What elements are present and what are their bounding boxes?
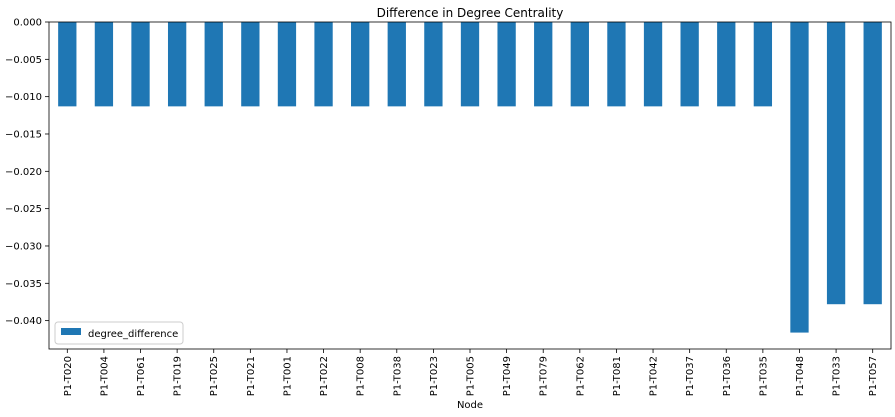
bar [204,22,223,107]
y-tick-label: −0.005 [5,55,42,66]
x-tick-label: P1-T005 [466,356,477,396]
bar [131,22,150,107]
bar [58,22,77,107]
bar [424,22,443,107]
bar [680,22,699,107]
x-tick-label: P1-T020 [63,356,74,396]
x-tick-label: P1-T035 [758,356,769,396]
bar [607,22,626,107]
y-tick-label: −0.040 [5,316,42,327]
bar [534,22,553,107]
legend: degree_difference [54,321,184,345]
bar [497,22,516,107]
bar [351,22,370,107]
x-tick-label: P1-T036 [722,356,733,396]
y-tick-label: 0.000 [13,18,42,29]
y-axis: 0.000 −0.005 −0.010 −0.015 −0.020 −0.025 −0.03… [5,18,49,327]
bar [717,22,736,107]
bar [643,22,663,107]
x-tick-label: P1-T019 [173,356,184,396]
x-tick-label: P1-T042 [649,356,660,396]
y-tick-label: −0.025 [5,204,42,215]
chart-title: Difference in Degree Centrality [377,6,564,20]
y-tick-label: −0.030 [5,241,42,252]
y-tick-label: −0.010 [5,92,42,103]
x-tick-label: P1-T001 [282,356,293,396]
bar [314,22,333,107]
x-tick-label: P1-T048 [795,356,806,396]
bar [570,22,589,107]
x-tick-label: P1-T022 [319,356,330,396]
x-axis: P1-T020 P1-T004 P1-T061 P1-T019 P1-T025 P1-T0… [63,349,879,396]
bars-group [58,22,882,333]
legend-label: degree_difference [88,329,178,340]
bar [826,22,846,305]
x-axis-label: Node [457,400,483,411]
x-tick-label: P1-T038 [392,356,403,396]
x-tick-label: P1-T057 [868,356,879,396]
bar [387,22,406,107]
x-tick-label: P1-T062 [575,356,586,396]
y-tick-label: −0.035 [5,279,42,290]
bar [790,22,809,333]
x-tick-label: P1-T081 [612,356,623,396]
x-tick-label: P1-T061 [136,356,147,396]
bar [94,22,114,107]
y-tick-label: −0.020 [5,167,42,178]
legend-box [54,321,184,345]
x-tick-label: P1-T021 [246,356,257,396]
x-tick-label: P1-T079 [539,356,550,396]
x-tick-label: P1-T033 [832,356,843,396]
y-tick-label: −0.015 [5,129,42,140]
x-tick-label: P1-T008 [356,356,367,396]
bar [753,22,773,107]
x-tick-label: P1-T049 [502,356,513,396]
bar [167,22,187,107]
bar [460,22,480,107]
bar [241,22,260,107]
x-tick-label: P1-T037 [685,356,696,396]
bar [863,22,882,305]
bar [277,22,297,107]
plot-frame [48,21,892,350]
x-tick-label: P1-T004 [99,356,110,396]
x-tick-label: P1-T023 [429,356,440,396]
legend-swatch [61,328,81,335]
x-tick-label: P1-T025 [209,356,220,396]
